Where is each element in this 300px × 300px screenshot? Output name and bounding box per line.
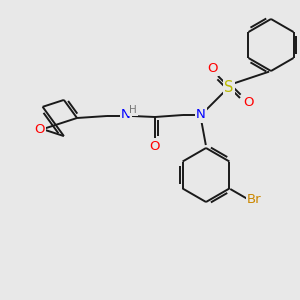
Text: N: N	[196, 109, 206, 122]
Text: O: O	[34, 123, 45, 136]
Text: N: N	[121, 109, 131, 122]
Text: Br: Br	[247, 193, 262, 206]
Text: O: O	[244, 97, 254, 110]
Text: H: H	[129, 105, 137, 115]
Text: S: S	[224, 80, 234, 94]
Text: O: O	[208, 61, 218, 74]
Text: O: O	[150, 140, 160, 152]
